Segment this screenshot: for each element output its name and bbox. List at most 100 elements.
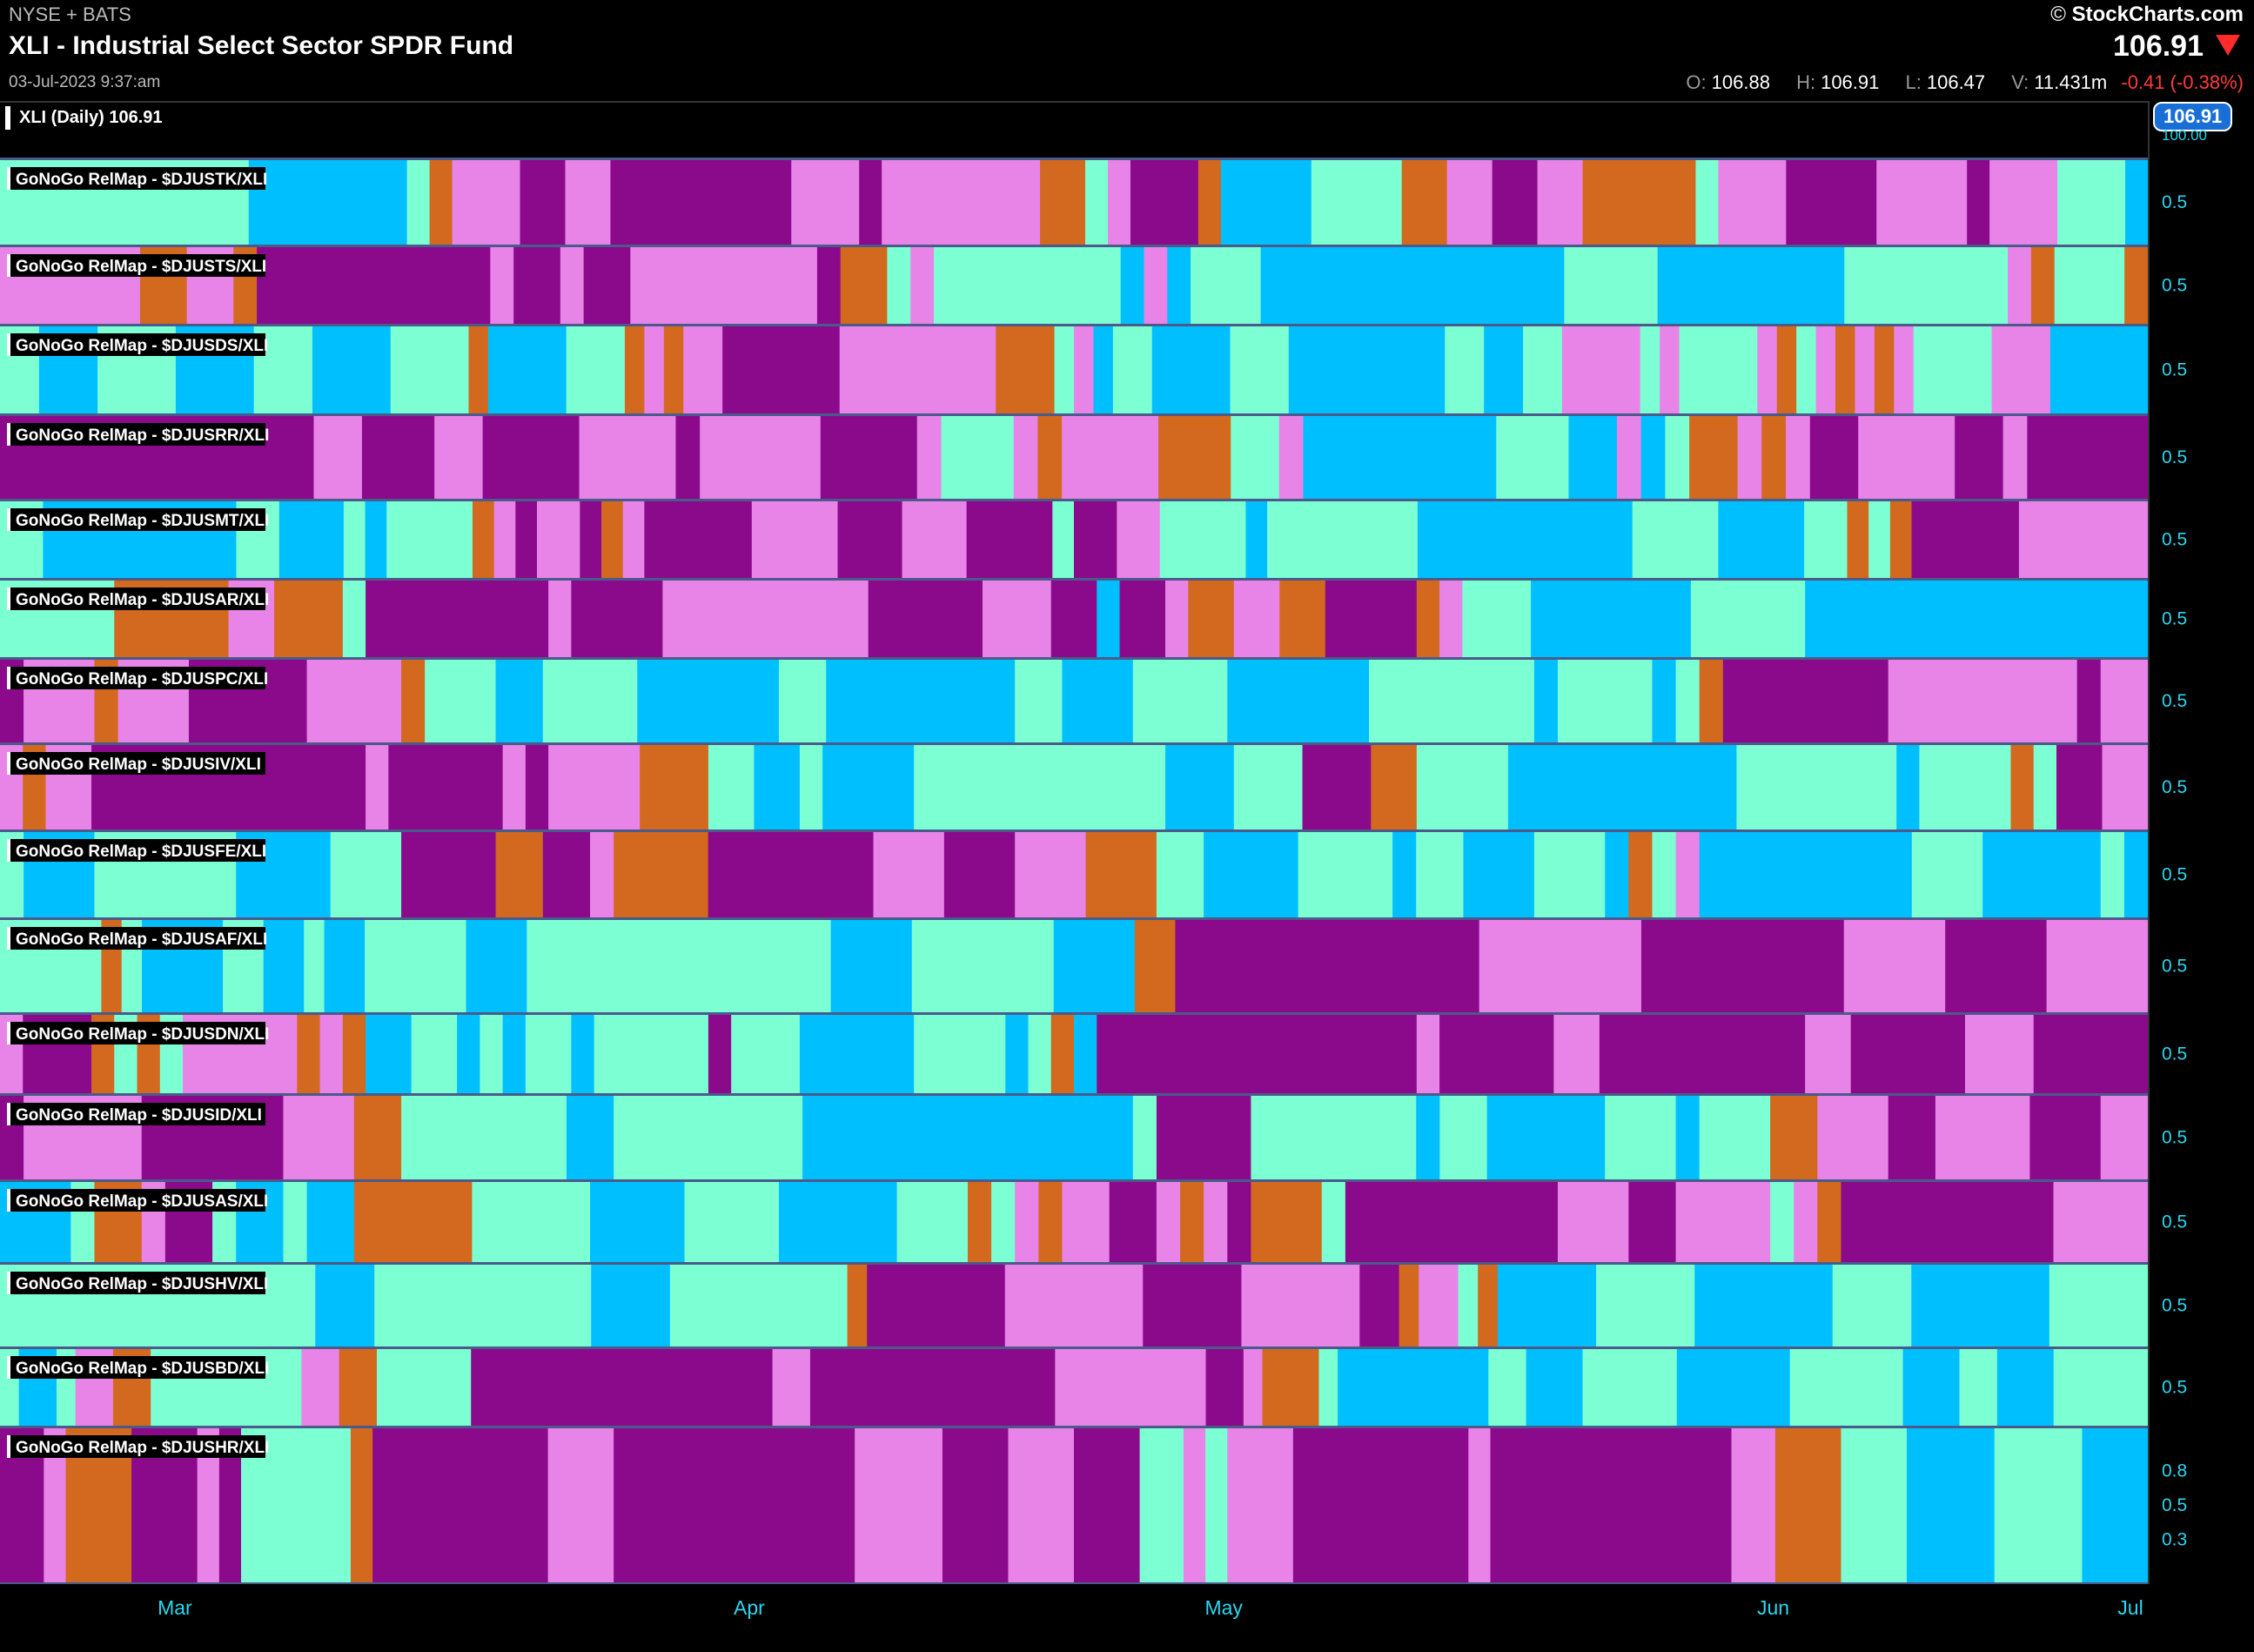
heatmap-cell [816, 245, 842, 324]
heatmap-cell [943, 829, 1016, 917]
heatmap-cell [579, 413, 677, 499]
heatmap-cell [778, 657, 827, 742]
heatmap-cell [1991, 324, 2051, 413]
row-label: GoNoGo RelMap - $DJUSPC/XLI [16, 670, 268, 688]
heatmap-cell [1318, 1346, 1338, 1426]
heatmap-cell [330, 829, 402, 917]
heatmap-cell [401, 1093, 567, 1179]
heatmap-cell [614, 829, 709, 917]
price-panel[interactable] [0, 101, 2150, 158]
heatmap-cell [1416, 1093, 1440, 1179]
heatmap-cell [495, 657, 544, 742]
heatmap-cell [1531, 578, 1692, 657]
heatmap-cell [1062, 413, 1159, 499]
heatmap-cell [1967, 158, 1990, 245]
row-label: GoNoGo RelMap - $DJUSMT/XLI [16, 512, 269, 530]
heatmap-cell [778, 1179, 898, 1262]
row-label: GoNoGo RelMap - $DJUSHV/XLI [16, 1275, 268, 1293]
heatmap-cell [799, 742, 823, 829]
heatmap-cell [315, 1262, 375, 1346]
heatmap-cell [468, 324, 489, 413]
heatmap-cell [560, 245, 585, 324]
chart-date: 03-Jul-2023 9:37:am [9, 73, 161, 91]
heatmap-cell [1789, 1346, 1904, 1426]
heatmap-cell [1690, 578, 1806, 657]
heatmap-cell [2053, 1346, 2149, 1426]
heatmap-cell [1817, 1179, 1842, 1262]
heatmap-cell [365, 499, 387, 578]
heatmap-cell [1523, 324, 1563, 413]
heatmap-cell [472, 499, 495, 578]
heatmap-cell [1062, 1179, 1110, 1262]
row-label-marker [7, 1272, 10, 1294]
heatmap-cell [1416, 829, 1465, 917]
high-value: 106.91 [1821, 71, 1880, 93]
row-label-box [7, 423, 265, 446]
heatmap-cell [1015, 657, 1063, 742]
heatmap-cell [1107, 158, 1131, 245]
row-label-marker [7, 508, 10, 531]
heatmap-cell [353, 1093, 402, 1179]
row-label-marker [7, 423, 10, 446]
heatmap-cell [1731, 1426, 1776, 1582]
heatmap-cell [502, 742, 527, 829]
heatmap-cell [1689, 413, 1739, 499]
row-label: GoNoGo RelMap - $DJUSAR/XLI [16, 591, 269, 609]
heatmap-cell [457, 1012, 480, 1093]
heatmap-cell [640, 742, 709, 829]
heatmap-cell [1005, 1012, 1030, 1093]
heatmap-cell [571, 578, 663, 657]
heatmap-cell [991, 1179, 1016, 1262]
heatmap-cell [1844, 245, 2009, 324]
heatmap-cell [1675, 829, 1701, 917]
heatmap-cell [390, 324, 470, 413]
heatmap-cell [911, 917, 1055, 1012]
heatmap-cell [1159, 499, 1247, 578]
heatmap-cell [914, 1012, 1006, 1093]
heatmap-cell [1694, 1262, 1834, 1346]
heatmap-cell [591, 1262, 671, 1346]
heatmap-cell [902, 499, 968, 578]
heatmap-cell [1675, 1093, 1701, 1179]
heatmap-cell [353, 1179, 473, 1262]
heatmap-cell [1074, 499, 1117, 578]
heatmap-cell [319, 1012, 344, 1093]
heatmap-cell [1158, 413, 1231, 499]
heatmap-cell [1774, 1426, 1842, 1582]
row-axis-tick: 0.5 [2162, 192, 2187, 212]
stockcharts-logo[interactable]: © StockCharts.com [2050, 3, 2244, 26]
heatmap-cell [1298, 829, 1393, 917]
heatmap-cell [772, 1346, 811, 1426]
heatmap-cell [1303, 413, 1497, 499]
heatmap-cell [490, 245, 514, 324]
heatmap-cell [480, 1012, 504, 1093]
row-separator [0, 1346, 2148, 1349]
heatmap-cell [502, 1012, 527, 1093]
heatmap-cell [366, 1012, 413, 1093]
row-axis-tick: 0.5 [2162, 865, 2187, 885]
heatmap-cell [1468, 1426, 1492, 1582]
heatmap-cell [1994, 1426, 2083, 1582]
heatmap-cell [548, 742, 641, 829]
heatmap-cell [1982, 829, 2102, 917]
heatmap-cell [1251, 1179, 1323, 1262]
heatmap-cell [1675, 657, 1701, 742]
price-axis-tick: 100.00 [2162, 127, 2207, 144]
heatmap-cell [1143, 1262, 1243, 1346]
heatmap-cell [571, 1012, 595, 1093]
heatmap-cell [1463, 829, 1535, 917]
heatmap-cell [1197, 158, 1222, 245]
heatmap-cell [1526, 1346, 1584, 1426]
heatmap-cell [2123, 829, 2149, 917]
heatmap-cell [1492, 158, 1539, 245]
heatmap-cell [1180, 1179, 1204, 1262]
heatmap-cell [2027, 413, 2149, 499]
heatmap-cell [1419, 1262, 1459, 1346]
row-label-marker [7, 588, 10, 610]
heatmap-cell [1230, 324, 1290, 413]
low-value: 106.47 [1926, 71, 1986, 93]
row-label: GoNoGo RelMap - $DJUSAS/XLI [16, 1192, 268, 1211]
heatmap-cell [1507, 742, 1737, 829]
heatmap-cell [1165, 578, 1189, 657]
